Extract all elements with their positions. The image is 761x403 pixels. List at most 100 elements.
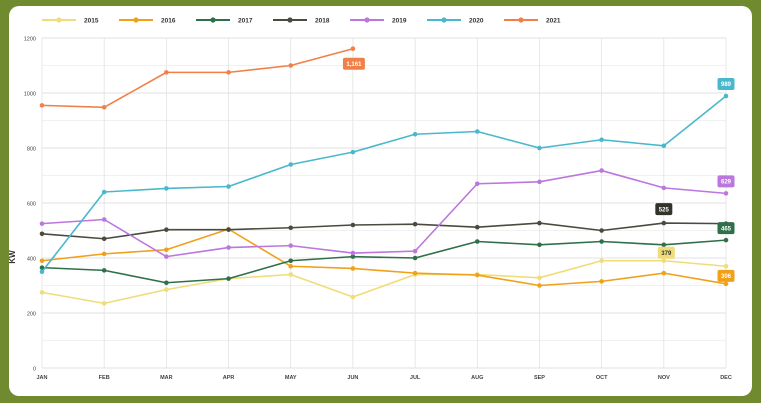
series xyxy=(39,46,729,306)
legend-swatch-marker xyxy=(56,17,62,23)
x-tick-label: NOV xyxy=(658,375,670,381)
legend-swatch-marker xyxy=(441,17,447,23)
data-point-2018 xyxy=(474,224,480,230)
x-tick-label: JUN xyxy=(347,375,358,381)
data-point-2018 xyxy=(661,220,667,226)
x-tick-label: FEB xyxy=(99,375,110,381)
data-point-2020 xyxy=(723,93,729,99)
legend-swatch-marker xyxy=(364,17,370,23)
series-line-2015 xyxy=(41,259,727,305)
series-line-2017 xyxy=(41,239,727,284)
data-point-2019 xyxy=(474,181,480,187)
data-point-2018 xyxy=(537,220,542,226)
data-point-2015 xyxy=(101,301,107,306)
data-point-2020 xyxy=(226,184,231,189)
data-point-2018 xyxy=(226,227,231,232)
data-point-2016 xyxy=(599,279,604,284)
legend-swatch-marker xyxy=(518,17,524,23)
x-tick-label: OCT xyxy=(596,375,608,381)
annotation-box xyxy=(717,269,735,282)
data-point-2017 xyxy=(412,255,418,261)
value-annotations: 1,161 989 629 525 465 379 306 xyxy=(342,57,735,282)
data-point-2020 xyxy=(661,143,667,149)
data-point-2020 xyxy=(599,137,604,143)
series-line-2018 xyxy=(41,222,727,240)
data-point-2018 xyxy=(39,231,45,237)
data-point-2020 xyxy=(350,149,356,155)
y-tick-label: 200 xyxy=(27,312,36,318)
x-tick-label: MAY xyxy=(285,375,297,381)
y-tick-label: 1000 xyxy=(24,92,36,98)
annotation-label: 465 xyxy=(721,226,732,232)
data-point-2019 xyxy=(412,248,418,254)
legend-label: 2015 xyxy=(84,18,99,25)
series-line-2020 xyxy=(41,95,727,273)
data-point-2017 xyxy=(350,254,356,259)
data-point-2015 xyxy=(288,272,294,277)
data-point-2019 xyxy=(350,250,356,256)
data-point-2016 xyxy=(39,258,45,264)
data-point-2017 xyxy=(723,237,729,243)
data-point-2020 xyxy=(164,186,169,191)
grid-lines xyxy=(41,37,727,369)
legend-label: 2021 xyxy=(546,18,561,25)
data-point-2021 xyxy=(226,70,231,75)
data-point-2016 xyxy=(723,281,729,287)
legend-swatch-marker xyxy=(287,17,293,23)
data-point-2017 xyxy=(226,276,231,281)
legend-label: 2020 xyxy=(469,18,484,25)
legend-label: 2019 xyxy=(392,18,407,25)
data-point-2020 xyxy=(474,129,480,134)
data-point-2017 xyxy=(599,239,604,244)
data-point-2020 xyxy=(412,131,418,137)
x-tick-label: AUG xyxy=(471,375,483,381)
x-tick-label: MAR xyxy=(160,375,173,381)
annotation-label: 525 xyxy=(659,207,670,213)
y-tick-label: 400 xyxy=(27,257,36,263)
axes: KW 0 200 400 600 800 1000 1200 JAN FEB MAR APR MAY J… xyxy=(8,37,732,382)
annotation-box xyxy=(717,222,735,235)
data-point-2021 xyxy=(350,46,356,52)
data-point-2021 xyxy=(101,105,107,110)
data-point-2020 xyxy=(101,189,107,195)
data-point-2020 xyxy=(39,269,45,275)
x-tick-label: SEP xyxy=(534,375,545,381)
data-point-2015 xyxy=(164,287,169,292)
data-point-2018 xyxy=(101,236,107,242)
data-point-2015 xyxy=(350,294,356,300)
legend-swatch-marker xyxy=(210,17,216,23)
data-point-2018 xyxy=(412,221,418,227)
data-point-2017 xyxy=(474,239,480,244)
data-point-2018 xyxy=(164,227,169,232)
data-point-2016 xyxy=(101,251,107,257)
data-point-2017 xyxy=(288,258,294,264)
series-line-2021 xyxy=(41,47,354,109)
data-point-2019 xyxy=(723,191,729,196)
data-point-2020 xyxy=(537,145,542,151)
legend-label: 2017 xyxy=(238,18,253,25)
x-tick-label: JAN xyxy=(36,375,47,381)
x-tick-label: JUL xyxy=(410,375,421,381)
data-point-2019 xyxy=(101,217,107,222)
data-point-2017 xyxy=(537,242,542,248)
data-point-2015 xyxy=(723,263,729,269)
data-point-2019 xyxy=(164,254,169,259)
annotation-label: 1,161 xyxy=(346,62,362,68)
x-tick-label: DEC xyxy=(720,375,732,381)
series-line-2019 xyxy=(41,169,727,258)
data-point-2016 xyxy=(661,270,667,276)
data-point-2019 xyxy=(39,221,45,226)
annotation-label: 306 xyxy=(721,274,732,280)
data-point-2017 xyxy=(39,265,45,270)
data-point-2019 xyxy=(661,185,667,191)
x-tick-label: APR xyxy=(223,375,235,381)
data-point-2016 xyxy=(537,283,542,288)
y-tick-label: 800 xyxy=(27,147,36,153)
data-point-2015 xyxy=(537,275,542,281)
data-point-2017 xyxy=(101,268,107,273)
data-point-2019 xyxy=(599,168,604,173)
y-tick-label: 0 xyxy=(33,367,36,373)
data-point-2017 xyxy=(661,242,667,248)
data-point-2021 xyxy=(39,103,45,108)
